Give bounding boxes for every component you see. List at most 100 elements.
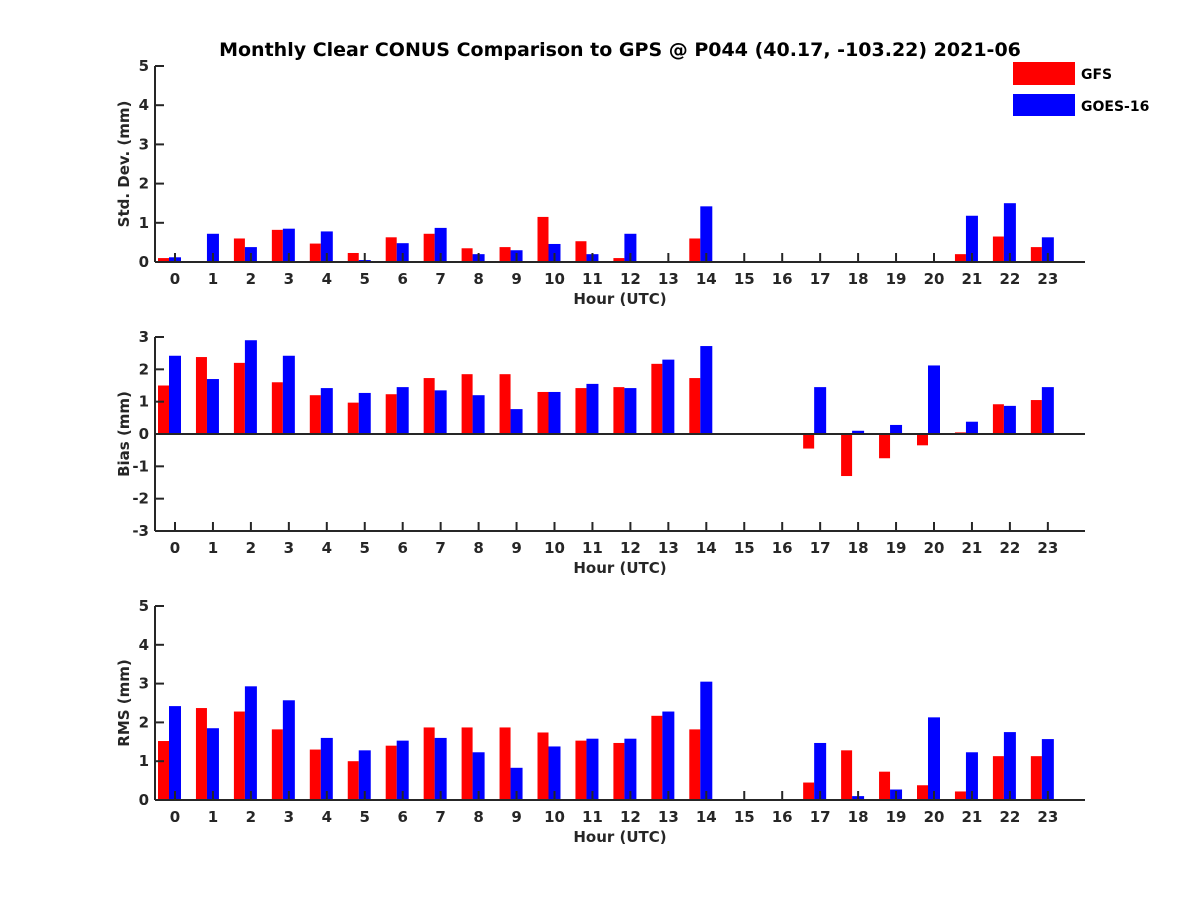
x-tick-label: 18 xyxy=(848,808,869,826)
x-tick-label: 7 xyxy=(435,270,445,288)
bar-goes16-hour-5 xyxy=(358,750,371,800)
bar-goes16-hour-23 xyxy=(1041,387,1054,434)
y-tick-label: 4 xyxy=(139,636,149,654)
x-tick-label: 4 xyxy=(322,270,332,288)
bar-gfs-hour-2 xyxy=(233,362,245,434)
bar-goes16-hour-9 xyxy=(510,409,523,434)
bar-gfs-hour-21 xyxy=(954,791,966,800)
bar-gfs-hour-5 xyxy=(347,402,359,434)
bar-gfs-hour-13 xyxy=(651,715,663,800)
x-tick-label: 21 xyxy=(962,270,983,288)
bar-goes16-hour-7 xyxy=(434,390,447,434)
legend-label-gfs: GFS xyxy=(1081,67,1112,83)
bar-gfs-hour-10 xyxy=(537,732,549,800)
bar-goes16-hour-6 xyxy=(396,740,409,800)
y-tick-label: 3 xyxy=(139,328,149,346)
chart-title: Monthly Clear CONUS Comparison to GPS @ … xyxy=(219,39,1021,61)
bar-gfs-hour-17 xyxy=(803,434,815,449)
bar-gfs-hour-5 xyxy=(347,252,359,262)
x-tick-label: 9 xyxy=(511,539,521,557)
bar-goes16-hour-11 xyxy=(586,738,599,800)
y-tick-label: 3 xyxy=(139,675,149,693)
bar-gfs-hour-14 xyxy=(689,729,701,800)
x-tick-label: 19 xyxy=(886,539,907,557)
bar-goes16-hour-6 xyxy=(396,387,409,434)
bar-gfs-hour-7 xyxy=(423,727,435,800)
bar-gfs-hour-3 xyxy=(271,229,283,262)
x-tick-label: 12 xyxy=(620,539,641,557)
bar-goes16-hour-12 xyxy=(624,738,637,800)
x-tick-label: 1 xyxy=(208,539,218,557)
x-tick-label: 2 xyxy=(246,808,256,826)
x-axis-label: Hour (UTC) xyxy=(573,828,666,846)
x-tick-label: 8 xyxy=(473,808,483,826)
x-tick-label: 3 xyxy=(284,270,294,288)
x-tick-label: 12 xyxy=(620,270,641,288)
x-tick-label: 3 xyxy=(284,539,294,557)
x-tick-label: 6 xyxy=(397,539,407,557)
x-tick-label: 13 xyxy=(658,808,679,826)
bar-gfs-hour-18 xyxy=(841,434,853,477)
bar-goes16-hour-6 xyxy=(396,243,409,262)
bar-gfs-hour-2 xyxy=(233,238,245,262)
bar-goes16-hour-12 xyxy=(624,233,637,262)
x-tick-label: 7 xyxy=(435,539,445,557)
y-tick-label: 1 xyxy=(139,214,149,232)
legend: GFS GOES-16 xyxy=(1013,62,1149,116)
x-tick-label: 4 xyxy=(322,539,332,557)
bar-gfs-hour-8 xyxy=(461,727,473,800)
y-tick-label: -1 xyxy=(132,457,149,475)
bar-gfs-hour-21 xyxy=(954,254,966,262)
x-tick-label: 14 xyxy=(696,270,717,288)
y-tick-label: -3 xyxy=(132,522,149,540)
x-tick-label: 22 xyxy=(999,270,1020,288)
x-tick-label: 11 xyxy=(582,270,603,288)
bar-gfs-hour-3 xyxy=(271,729,283,800)
bar-goes16-hour-10 xyxy=(548,391,561,434)
x-tick-label: 1 xyxy=(208,270,218,288)
x-tick-label: 0 xyxy=(170,539,180,557)
bar-goes16-hour-14 xyxy=(700,206,713,262)
x-tick-label: 14 xyxy=(696,808,717,826)
bar-goes16-hour-21 xyxy=(965,421,978,434)
bar-gfs-hour-0 xyxy=(158,385,169,434)
bar-goes16-hour-20 xyxy=(928,717,940,800)
x-tick-label: 2 xyxy=(246,539,256,557)
x-tick-label: 18 xyxy=(848,539,869,557)
bar-goes16-hour-0 xyxy=(169,706,181,800)
bar-goes16-hour-7 xyxy=(434,227,447,262)
x-tick-label: 13 xyxy=(658,539,679,557)
y-tick-label: 2 xyxy=(139,713,149,731)
y-tick-label: 0 xyxy=(139,425,149,443)
bar-goes16-hour-10 xyxy=(548,243,561,262)
x-tick-label: 12 xyxy=(620,808,641,826)
bar-goes16-hour-21 xyxy=(965,215,978,262)
bar-gfs-hour-12 xyxy=(613,258,625,262)
x-tick-label: 5 xyxy=(360,270,370,288)
bar-goes16-hour-8 xyxy=(472,395,485,434)
x-tick-label: 19 xyxy=(886,270,907,288)
x-tick-label: 6 xyxy=(397,808,407,826)
x-tick-label: 8 xyxy=(473,539,483,557)
x-tick-label: 18 xyxy=(848,270,869,288)
x-tick-label: 1 xyxy=(208,808,218,826)
bar-gfs-hour-18 xyxy=(841,750,853,800)
x-tick-label: 10 xyxy=(544,270,565,288)
bar-gfs-hour-1 xyxy=(195,357,207,434)
bar-gfs-hour-3 xyxy=(271,382,283,434)
x-tick-label: 13 xyxy=(658,270,679,288)
bar-goes16-hour-17 xyxy=(814,387,827,434)
bar-goes16-hour-11 xyxy=(586,383,599,434)
x-tick-label: 20 xyxy=(924,270,945,288)
y-tick-label: 4 xyxy=(139,96,149,114)
bar-goes16-hour-1 xyxy=(206,379,219,434)
x-tick-label: 9 xyxy=(511,270,521,288)
bar-gfs-hour-6 xyxy=(385,237,397,262)
x-tick-label: 23 xyxy=(1037,539,1058,557)
bar-gfs-hour-22 xyxy=(992,756,1004,800)
x-tick-label: 15 xyxy=(734,270,755,288)
x-tick-label: 11 xyxy=(582,808,603,826)
